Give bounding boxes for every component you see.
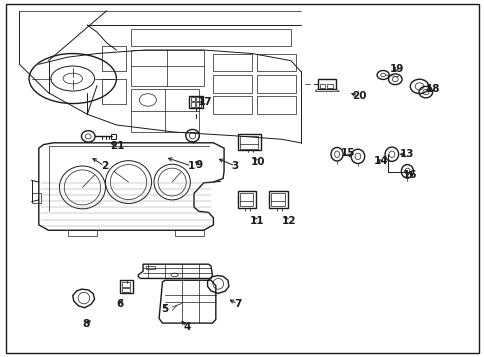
Bar [319,84,325,88]
Bar [196,97,201,101]
Text: 9: 9 [195,160,202,170]
Text: 6: 6 [117,299,123,309]
Bar [271,193,284,206]
Bar [131,29,290,46]
Bar [269,191,287,208]
Bar [131,50,203,86]
Bar [257,96,295,114]
Bar [174,230,203,236]
Text: 15: 15 [340,148,355,158]
Bar [120,280,133,293]
Bar [122,282,130,287]
Bar [257,75,295,93]
Text: 21: 21 [110,141,124,151]
Bar [239,136,257,149]
Bar [102,79,126,104]
Text: 18: 18 [424,84,439,94]
Bar [190,97,195,101]
Text: 10: 10 [250,157,265,167]
Bar [213,96,252,114]
Bar [237,191,256,208]
Text: 7: 7 [233,299,241,309]
Bar [131,89,198,132]
Bar [317,79,335,89]
Text: 13: 13 [399,149,414,159]
Bar [190,102,195,107]
Bar [146,266,155,269]
Bar [102,46,126,71]
Bar [31,193,41,203]
Bar [213,75,252,93]
Text: 14: 14 [373,156,387,166]
Bar [257,54,295,71]
Text: 1: 1 [188,161,195,171]
Bar [239,193,253,206]
Text: 19: 19 [389,64,403,74]
Text: 16: 16 [402,170,416,180]
Bar [189,96,202,108]
Text: 11: 11 [249,216,264,226]
Bar [122,288,130,292]
Bar [110,134,116,139]
Bar [68,230,97,236]
Text: 20: 20 [351,91,365,101]
Text: 5: 5 [161,304,168,314]
Text: 3: 3 [231,161,238,171]
Bar [213,54,252,71]
Bar [237,134,260,150]
Text: 12: 12 [281,216,295,226]
Text: 17: 17 [197,97,212,107]
Text: 2: 2 [101,161,107,171]
Bar [326,84,332,88]
Bar [196,102,201,107]
Text: 8: 8 [83,319,90,329]
Text: 4: 4 [182,322,190,332]
